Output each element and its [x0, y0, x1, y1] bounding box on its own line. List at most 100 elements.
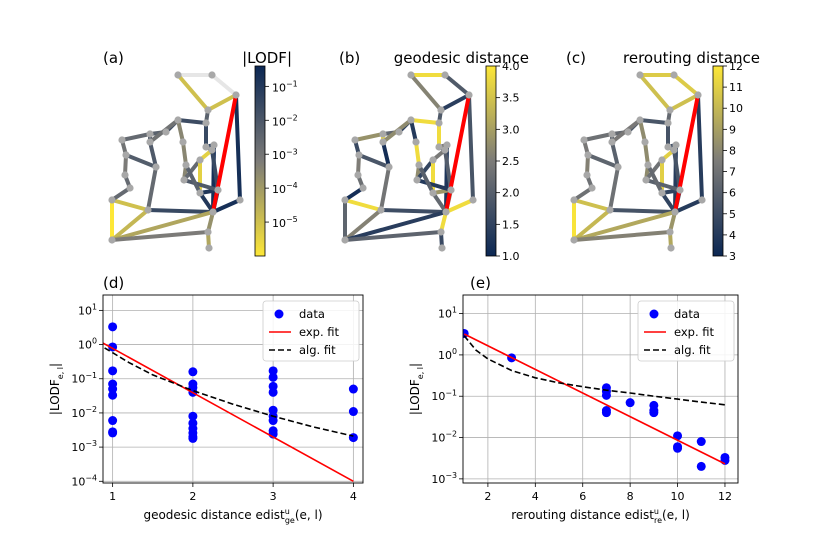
network-node: [658, 189, 666, 197]
network-edge: [110, 230, 210, 242]
network-node: [180, 176, 188, 184]
network-node: [209, 208, 217, 216]
network-edge: [343, 208, 383, 242]
network-edge: [467, 93, 475, 202]
colorbar-tick-label: 7: [729, 166, 736, 179]
colorbar-tick-label: 10−3: [272, 147, 298, 162]
network-node: [108, 196, 116, 204]
network-node: [377, 206, 385, 214]
network-node: [122, 151, 130, 159]
network-edge: [409, 118, 418, 144]
colorbar-tick-label: 8: [729, 144, 736, 157]
network-edge: [343, 198, 383, 212]
y-tick-label: 101: [78, 302, 97, 317]
network-edge: [206, 93, 238, 112]
network-node: [126, 184, 134, 192]
network-node: [624, 128, 632, 136]
network-edge: [211, 198, 242, 214]
panel-a: (a) |LODF| 10−1 10−2 10−3 10−4 10−5: [103, 49, 298, 257]
data-point: [601, 408, 611, 418]
colorbar-a: [254, 65, 266, 257]
network-edge: [582, 132, 614, 142]
colorbar-b-ticks: 4.0 3.5 3.0 2.5 2.0 1.5 1.0: [496, 60, 520, 263]
colorbar-tick-label: 1.5: [502, 218, 520, 231]
colorbar-tick-label: 1.0: [502, 250, 520, 263]
network-node: [636, 71, 644, 79]
network-edge: [608, 208, 677, 214]
legend-label: exp. fit: [299, 325, 340, 339]
data-point: [649, 408, 659, 418]
network-edge: [234, 93, 242, 202]
network-node: [395, 128, 403, 136]
network-node: [413, 176, 421, 184]
network-node: [580, 136, 588, 144]
network-edge: [148, 140, 158, 169]
x-tick-label: 1: [109, 490, 116, 503]
network-node: [641, 138, 649, 146]
network-node: [341, 236, 349, 244]
colorbar-tick-label: 12: [729, 60, 743, 73]
network-node: [676, 186, 684, 194]
network-edge: [379, 165, 391, 212]
network-node: [202, 143, 210, 151]
network-node: [447, 186, 455, 194]
data-point: [188, 411, 198, 421]
network-node: [202, 119, 210, 127]
legend-label: exp. fit: [674, 325, 715, 339]
network-node: [438, 244, 446, 252]
network-edge: [110, 198, 150, 212]
network-edge: [646, 163, 664, 195]
network-edge: [644, 178, 682, 192]
colorbar-tick-label: 10: [729, 102, 743, 115]
y-tick-label: 10−2: [71, 405, 97, 420]
network-node: [355, 151, 363, 159]
colorbar-b: [485, 65, 497, 257]
network-edge: [572, 210, 677, 242]
network-node: [354, 171, 362, 179]
network-edge: [672, 73, 700, 97]
network-node: [385, 163, 393, 171]
network-a: [108, 71, 244, 252]
network-node: [670, 71, 678, 79]
network-node: [236, 196, 244, 204]
network-node: [570, 236, 578, 244]
data-point: [268, 416, 278, 426]
network-node: [205, 244, 213, 252]
x-axis-label: geodesic distance edistu ge(e, l): [143, 507, 322, 525]
data-point: [268, 366, 278, 376]
network-edge: [343, 230, 443, 242]
colorbar-tick-label: 2.0: [502, 187, 520, 200]
network-edge: [110, 186, 132, 202]
network-edge: [184, 163, 202, 195]
legend-label: alg. fit: [299, 343, 336, 357]
network-edge: [379, 208, 448, 214]
network-node: [672, 141, 680, 149]
network-node: [614, 163, 622, 171]
network-edge: [638, 73, 672, 112]
network-node: [429, 156, 437, 164]
data-point: [268, 372, 278, 382]
network-node: [407, 116, 415, 124]
network-node: [196, 189, 204, 197]
colorbar-tick-label: 3.0: [502, 123, 520, 136]
x-axis-label: rerouting distance edistu re(e, l): [511, 507, 690, 525]
network-node: [379, 138, 387, 146]
plot-d: 101 100 10−1 10−2 10−3 10−4 1 2 3 4 data exp. fit al…: [48, 294, 364, 525]
data-point: [348, 433, 358, 443]
network-node: [570, 196, 578, 204]
colorbar-c: [712, 65, 724, 257]
alg-fit-line: [104, 347, 354, 437]
network-node: [121, 171, 129, 179]
network-edge: [110, 210, 215, 242]
x-tick-label: 3: [270, 490, 277, 503]
data-point: [348, 407, 358, 417]
legend-label: alg. fit: [674, 343, 711, 357]
network-edge: [146, 165, 158, 212]
x-tick-label: 2: [484, 490, 491, 503]
data-point: [188, 433, 198, 443]
plot-frame: [102, 294, 364, 484]
network-edge: [343, 210, 448, 242]
colorbar-c-ticks: 12 11 10 9 8 7 6 5 4 3: [723, 60, 743, 263]
y-axis-label: |LODFe, l|: [408, 363, 425, 415]
network-node: [664, 119, 672, 127]
